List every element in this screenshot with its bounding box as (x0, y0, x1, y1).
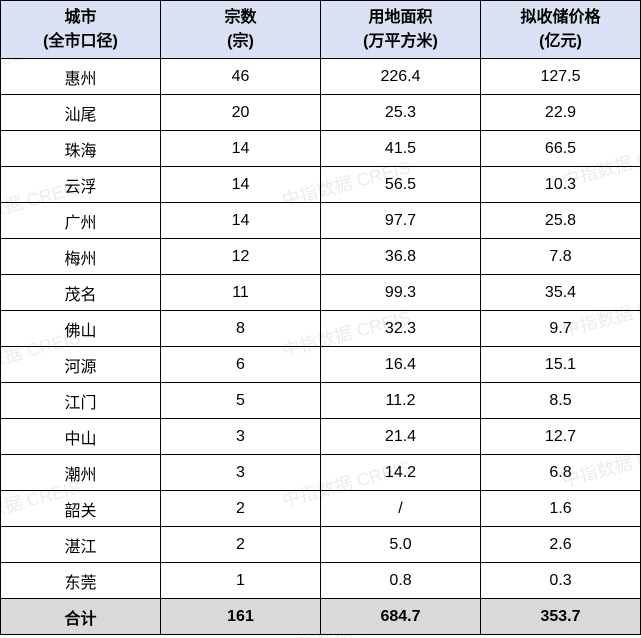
table-row: 茂名1199.335.4 (1, 275, 641, 311)
table-row: 韶关2/1.6 (1, 491, 641, 527)
cell-area: 0.8 (321, 563, 481, 599)
total-cell-area: 684.7 (321, 599, 481, 635)
table-row: 珠海1441.566.5 (1, 131, 641, 167)
table-row: 河源616.415.1 (1, 347, 641, 383)
table-row: 佛山832.39.7 (1, 311, 641, 347)
total-cell-city: 合计 (1, 599, 161, 635)
cell-count: 1 (161, 563, 321, 599)
table-row: 梅州1236.87.8 (1, 239, 641, 275)
header-price-line1: 拟收储价格 (481, 6, 640, 30)
cell-price: 10.3 (481, 167, 641, 203)
header-count-line2: (宗) (161, 30, 320, 54)
data-table: 城市 (全市口径) 宗数 (宗) 用地面积 (万平方米) 拟收储价格 (亿元) … (0, 0, 641, 635)
cell-city: 云浮 (1, 167, 161, 203)
cell-count: 3 (161, 455, 321, 491)
cell-area: 97.7 (321, 203, 481, 239)
cell-count: 11 (161, 275, 321, 311)
table-body: 惠州46226.4127.5汕尾2025.322.9珠海1441.566.5云浮… (1, 59, 641, 635)
cell-price: 15.1 (481, 347, 641, 383)
cell-city: 中山 (1, 419, 161, 455)
cell-city: 梅州 (1, 239, 161, 275)
header-city-line1: 城市 (1, 6, 160, 30)
header-area-line1: 用地面积 (321, 6, 480, 30)
cell-area: 56.5 (321, 167, 481, 203)
cell-city: 江门 (1, 383, 161, 419)
cell-price: 7.8 (481, 239, 641, 275)
header-city-line2: (全市口径) (1, 30, 160, 54)
total-cell-price: 353.7 (481, 599, 641, 635)
cell-price: 6.8 (481, 455, 641, 491)
cell-city: 惠州 (1, 59, 161, 95)
cell-area: 226.4 (321, 59, 481, 95)
cell-price: 66.5 (481, 131, 641, 167)
cell-price: 127.5 (481, 59, 641, 95)
cell-city: 珠海 (1, 131, 161, 167)
header-count-line1: 宗数 (161, 6, 320, 30)
cell-price: 12.7 (481, 419, 641, 455)
table-row: 潮州314.26.8 (1, 455, 641, 491)
cell-city: 韶关 (1, 491, 161, 527)
table-row: 广州1497.725.8 (1, 203, 641, 239)
cell-count: 14 (161, 131, 321, 167)
cell-city: 湛江 (1, 527, 161, 563)
header-row: 城市 (全市口径) 宗数 (宗) 用地面积 (万平方米) 拟收储价格 (亿元) (1, 1, 641, 59)
cell-count: 6 (161, 347, 321, 383)
cell-count: 20 (161, 95, 321, 131)
header-area-line2: (万平方米) (321, 30, 480, 54)
table-row: 中山321.412.7 (1, 419, 641, 455)
cell-area: 99.3 (321, 275, 481, 311)
cell-price: 35.4 (481, 275, 641, 311)
table-row: 江门511.28.5 (1, 383, 641, 419)
cell-area: / (321, 491, 481, 527)
cell-price: 0.3 (481, 563, 641, 599)
cell-price: 2.6 (481, 527, 641, 563)
cell-count: 2 (161, 527, 321, 563)
table-row: 汕尾2025.322.9 (1, 95, 641, 131)
cell-count: 8 (161, 311, 321, 347)
header-count: 宗数 (宗) (161, 1, 321, 59)
cell-city: 佛山 (1, 311, 161, 347)
total-cell-count: 161 (161, 599, 321, 635)
cell-price: 25.8 (481, 203, 641, 239)
cell-count: 14 (161, 203, 321, 239)
cell-area: 5.0 (321, 527, 481, 563)
cell-price: 22.9 (481, 95, 641, 131)
header-city: 城市 (全市口径) (1, 1, 161, 59)
cell-count: 2 (161, 491, 321, 527)
table-row: 惠州46226.4127.5 (1, 59, 641, 95)
cell-city: 东莞 (1, 563, 161, 599)
cell-area: 41.5 (321, 131, 481, 167)
table-row: 云浮1456.510.3 (1, 167, 641, 203)
cell-city: 潮州 (1, 455, 161, 491)
table-row: 湛江25.02.6 (1, 527, 641, 563)
table-row: 东莞10.80.3 (1, 563, 641, 599)
header-price: 拟收储价格 (亿元) (481, 1, 641, 59)
cell-area: 25.3 (321, 95, 481, 131)
cell-city: 广州 (1, 203, 161, 239)
cell-city: 茂名 (1, 275, 161, 311)
cell-area: 36.8 (321, 239, 481, 275)
cell-count: 5 (161, 383, 321, 419)
cell-area: 14.2 (321, 455, 481, 491)
cell-area: 32.3 (321, 311, 481, 347)
total-row: 合计161684.7353.7 (1, 599, 641, 635)
cell-area: 21.4 (321, 419, 481, 455)
cell-count: 46 (161, 59, 321, 95)
cell-price: 1.6 (481, 491, 641, 527)
cell-area: 11.2 (321, 383, 481, 419)
header-area: 用地面积 (万平方米) (321, 1, 481, 59)
cell-count: 3 (161, 419, 321, 455)
cell-city: 汕尾 (1, 95, 161, 131)
cell-count: 14 (161, 167, 321, 203)
cell-area: 16.4 (321, 347, 481, 383)
cell-price: 8.5 (481, 383, 641, 419)
cell-price: 9.7 (481, 311, 641, 347)
cell-city: 河源 (1, 347, 161, 383)
header-price-line2: (亿元) (481, 30, 640, 54)
cell-count: 12 (161, 239, 321, 275)
